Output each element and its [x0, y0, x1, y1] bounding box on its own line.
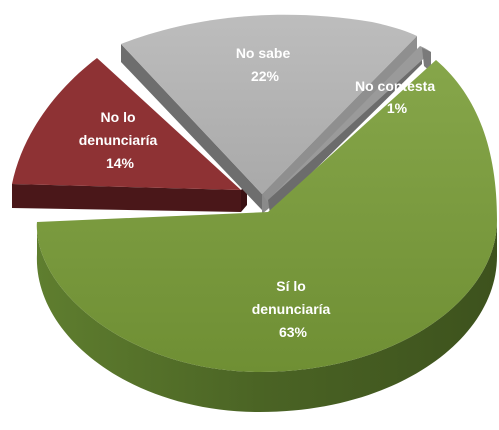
- slice-no-sabe: [121, 14, 417, 214]
- slice-si-lo-denunciaria-top: [36, 60, 497, 372]
- slice-no-lo-denunciaria-top: [12, 58, 241, 190]
- label-no-sabe-line-2: 22%: [251, 68, 280, 84]
- slice-no-sabe-edge: [262, 36, 417, 206]
- label-no-contesta-line-2: 1%: [387, 100, 408, 116]
- label-no-contesta-line-1: No contesta: [355, 78, 435, 94]
- label-no-lo-denunciaria: No lo denunciaría 14%: [79, 109, 161, 171]
- label-no-sabe: No sabe 22%: [236, 45, 294, 84]
- label-no-sabe-line-1: No sabe: [236, 45, 291, 61]
- label-si-lo-denunciaria-line-3: 63%: [279, 324, 308, 340]
- slice-no-contesta: [268, 46, 431, 214]
- slice-no-sabe-side-left: [121, 44, 262, 210]
- label-no-lo-denunciaria-line-2: denunciaría: [79, 132, 158, 148]
- label-si-lo-denunciaria: Sí lo denunciaría 63%: [252, 278, 334, 340]
- slice-no-lo-denunciaria: [12, 58, 247, 212]
- slice-no-contesta-top: [268, 46, 431, 200]
- label-no-lo-denunciaria-line-3: 14%: [106, 155, 135, 171]
- label-no-contesta: No contesta 1%: [355, 78, 439, 116]
- label-si-lo-denunciaria-line-1: Sí lo: [276, 278, 306, 294]
- label-no-lo-denunciaria-line-1: No lo: [101, 109, 136, 125]
- slice-si-lo-denunciaria: [36, 60, 498, 412]
- slice-no-sabe-top: [121, 14, 417, 195]
- slice-si-lo-denunciaria-side: [36, 220, 498, 412]
- slice-no-contesta-outer: [422, 48, 431, 72]
- slice-labels: No lo denunciaría 14% No sabe 22% No con…: [79, 45, 439, 340]
- slice-no-lo-denunciaria-side: [12, 184, 241, 212]
- label-si-lo-denunciaria-line-2: denunciaría: [252, 301, 331, 317]
